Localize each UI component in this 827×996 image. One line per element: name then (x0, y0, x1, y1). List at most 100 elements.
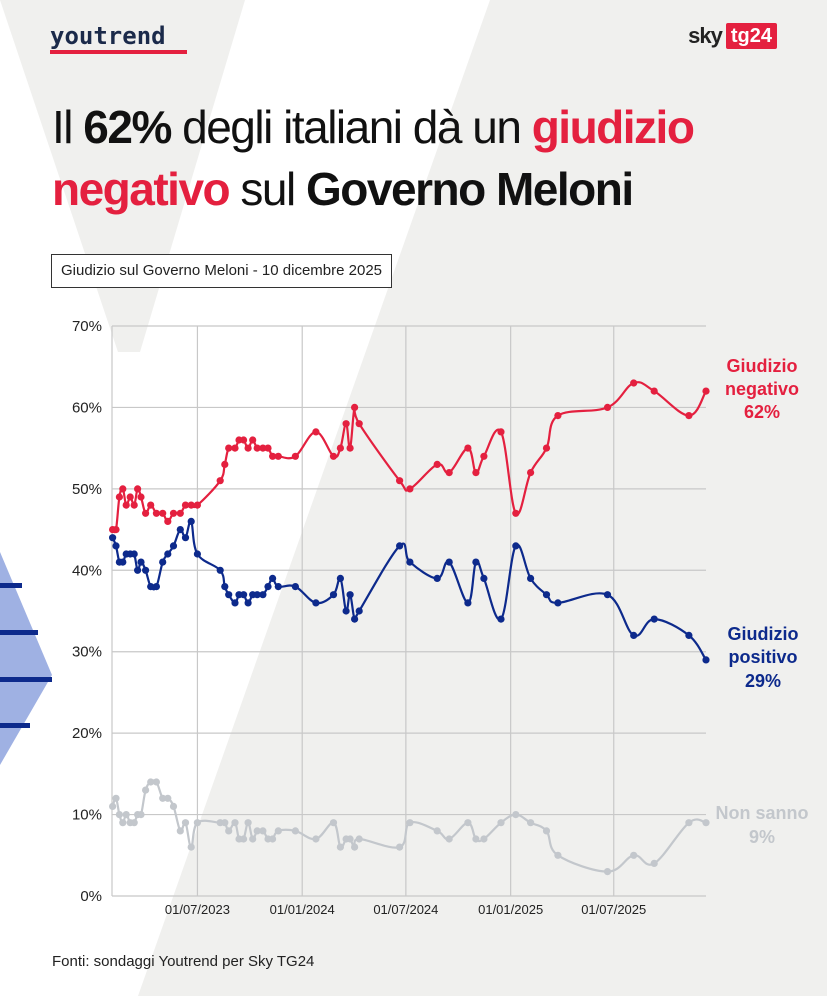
data-point (433, 574, 441, 583)
data-point (329, 452, 338, 460)
data-point (253, 444, 261, 452)
headline-highlight: negativo (52, 163, 231, 215)
data-point (176, 827, 184, 835)
end-label: 62% (744, 402, 780, 422)
data-point (225, 444, 233, 452)
data-point (249, 835, 257, 843)
data-point (630, 379, 638, 387)
headline-line-1: Il 62% degli italiani dà un giudizio (52, 96, 792, 158)
data-point (269, 452, 277, 460)
data-point (274, 583, 282, 591)
background-v-shape-right (138, 0, 827, 996)
data-point (187, 517, 195, 526)
data-point (433, 460, 441, 468)
data-point (216, 566, 224, 574)
data-point (169, 802, 178, 811)
data-point (221, 460, 229, 468)
data-point (542, 591, 551, 599)
data-point (351, 843, 359, 851)
data-point (164, 550, 172, 558)
data-point (336, 574, 344, 583)
data-point (187, 843, 195, 851)
y-tick-label: 70% (72, 318, 102, 335)
data-point (497, 428, 505, 436)
data-point (244, 819, 252, 827)
data-point (176, 509, 184, 517)
data-point (142, 566, 150, 574)
data-point (685, 631, 693, 640)
data-point (396, 843, 404, 851)
data-point (264, 444, 272, 452)
data-point (115, 811, 123, 819)
data-point (142, 786, 150, 794)
data-point (240, 835, 248, 843)
data-point (137, 811, 145, 819)
data-point (603, 868, 612, 876)
data-point (355, 420, 363, 428)
y-tick-label: 30% (72, 644, 102, 661)
data-point (269, 835, 277, 843)
data-point (244, 444, 252, 452)
data-point (445, 558, 453, 566)
data-point (240, 591, 248, 599)
data-point (527, 469, 535, 477)
data-point (445, 835, 453, 843)
data-point (152, 778, 160, 786)
data-point (134, 566, 142, 574)
data-point (336, 444, 344, 452)
data-point (329, 819, 338, 827)
data-point (122, 501, 130, 509)
data-point (181, 534, 190, 542)
data-point (259, 591, 267, 599)
series-non-sanno (109, 778, 710, 876)
data-point (130, 819, 138, 827)
data-point (176, 526, 184, 534)
data-point (527, 574, 535, 583)
data-point (193, 819, 201, 827)
x-tick-label: 01/07/2023 (165, 902, 230, 917)
data-point (147, 583, 155, 591)
data-point (355, 835, 363, 843)
data-point (112, 526, 120, 534)
data-point (396, 542, 404, 550)
data-point (312, 428, 320, 436)
data-point (630, 631, 638, 640)
data-point (231, 444, 239, 452)
data-point (119, 558, 127, 566)
data-point (142, 509, 150, 517)
end-label: 9% (749, 827, 775, 847)
data-point (702, 819, 710, 827)
data-point (445, 469, 453, 477)
data-point (231, 819, 239, 827)
data-point (685, 819, 693, 827)
data-point (685, 412, 693, 420)
y-tick-label: 60% (72, 399, 102, 416)
data-point (406, 558, 414, 566)
data-point (512, 811, 520, 819)
headline-part: sul (229, 163, 307, 215)
data-point (355, 607, 363, 615)
data-point (554, 599, 562, 607)
data-point (216, 477, 224, 485)
data-point (130, 501, 138, 509)
data-point (346, 591, 354, 599)
data-point (702, 387, 710, 395)
data-point (134, 485, 142, 493)
data-point (342, 420, 350, 428)
data-point (240, 436, 248, 444)
headline-part: degli italiani dà un (170, 101, 532, 153)
end-labels: Giudizio negativo 62% Giudizio positivo 29% No… (716, 356, 809, 847)
data-point (351, 615, 359, 623)
data-point (181, 501, 190, 509)
data-point (164, 517, 172, 526)
data-point (291, 827, 299, 835)
data-point (512, 509, 520, 517)
data-point (630, 851, 638, 859)
data-point (259, 444, 267, 452)
data-point (542, 827, 551, 835)
data-point (187, 501, 195, 509)
data-point (464, 444, 472, 452)
x-tick-label: 01/01/2025 (478, 902, 543, 917)
data-point (603, 591, 612, 599)
data-point (336, 843, 344, 851)
